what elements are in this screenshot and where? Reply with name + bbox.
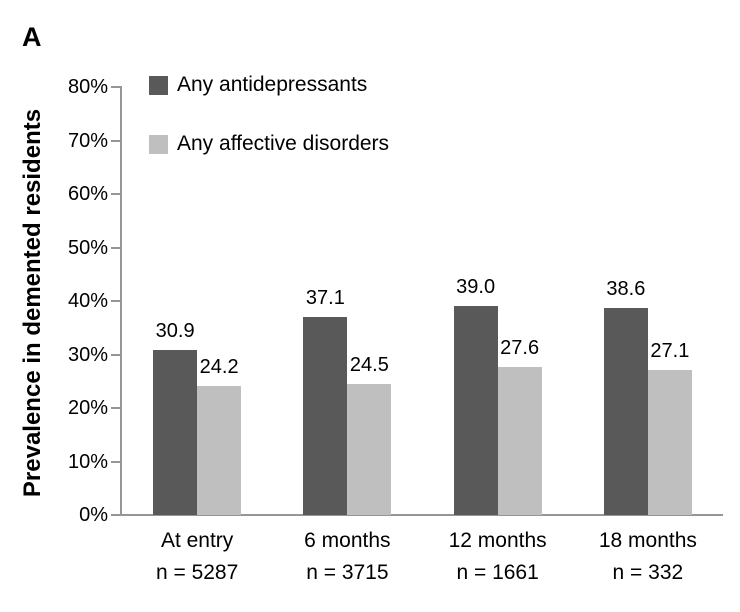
category-label-at-entry: At entry bbox=[160, 529, 234, 552]
y-tick-label-30: 30% bbox=[67, 343, 108, 366]
category-label-6-months: 6 months bbox=[304, 529, 391, 552]
value-label-any-affective-disorders-at-entry: 24.2 bbox=[199, 355, 239, 378]
y-tick-label-10: 10% bbox=[67, 450, 108, 473]
bar-any-affective-disorders-12-months bbox=[497, 367, 542, 515]
panel-label: A bbox=[22, 22, 42, 52]
y-tick-mark-20 bbox=[111, 407, 120, 409]
bar-any-affective-disorders-at-entry bbox=[197, 385, 242, 515]
legend-label-any-affective-disorders: Any affective disorders bbox=[177, 132, 390, 155]
value-label-any-affective-disorders-12-months: 27.6 bbox=[500, 337, 540, 360]
value-label-any-affective-disorders-18-months: 27.1 bbox=[650, 340, 690, 362]
value-label-any-antidepressants-12-months: 39.0 bbox=[456, 276, 496, 299]
legend-swatch-any-antidepressants bbox=[149, 75, 168, 95]
legend-item-any-affective-disorders: Any affective disorders bbox=[149, 132, 389, 156]
category-sublabel-18-months: n = 332 bbox=[612, 561, 684, 584]
y-tick-mark-70 bbox=[111, 139, 120, 142]
value-label-any-antidepressants-18-months: 38.6 bbox=[606, 278, 646, 301]
bar-any-antidepressants-6-months bbox=[303, 316, 348, 515]
value-label-any-antidepressants-6-months: 37.1 bbox=[305, 286, 345, 309]
y-tick-label-80: 80% bbox=[67, 76, 108, 98]
category-sublabel-6-months: n = 3715 bbox=[306, 561, 389, 584]
category-sublabel-12-months: n = 1661 bbox=[456, 561, 539, 584]
x-axis-line bbox=[111, 514, 723, 516]
legend-item-any-antidepressants: Any antidepressants bbox=[149, 73, 367, 97]
y-tick-mark-10 bbox=[111, 460, 120, 463]
y-tick-mark-80 bbox=[111, 86, 120, 88]
category-sublabel-at-entry: n = 5287 bbox=[155, 561, 239, 584]
category-label-12-months: 12 months bbox=[448, 529, 547, 552]
bar-any-affective-disorders-6-months bbox=[347, 383, 392, 515]
y-tick-label-50: 50% bbox=[67, 236, 108, 259]
y-tick-label-60: 60% bbox=[67, 183, 108, 205]
bar-any-antidepressants-18-months bbox=[603, 308, 648, 515]
y-tick-label-40: 40% bbox=[67, 290, 108, 312]
legend-label-any-antidepressants: Any antidepressants bbox=[177, 73, 368, 96]
y-tick-mark-30 bbox=[111, 353, 120, 356]
bar-any-antidepressants-12-months bbox=[453, 306, 498, 515]
value-label-any-affective-disorders-6-months: 24.5 bbox=[349, 353, 389, 376]
y-tick-label-0: 0% bbox=[79, 504, 108, 526]
y-tick-mark-50 bbox=[111, 246, 120, 249]
bar-any-affective-disorders-18-months bbox=[647, 370, 692, 515]
value-label-any-antidepressants-at-entry: 30.9 bbox=[155, 319, 195, 342]
legend-swatch-any-affective-disorders bbox=[149, 134, 168, 154]
y-tick-mark-60 bbox=[111, 193, 120, 195]
bar-any-antidepressants-at-entry bbox=[153, 349, 198, 515]
y-tick-label-20: 20% bbox=[67, 397, 108, 419]
y-tick-label-70: 70% bbox=[67, 129, 108, 152]
y-tick-mark-40 bbox=[111, 300, 120, 302]
category-label-18-months: 18 months bbox=[598, 529, 697, 552]
y-axis-line bbox=[120, 86, 122, 516]
